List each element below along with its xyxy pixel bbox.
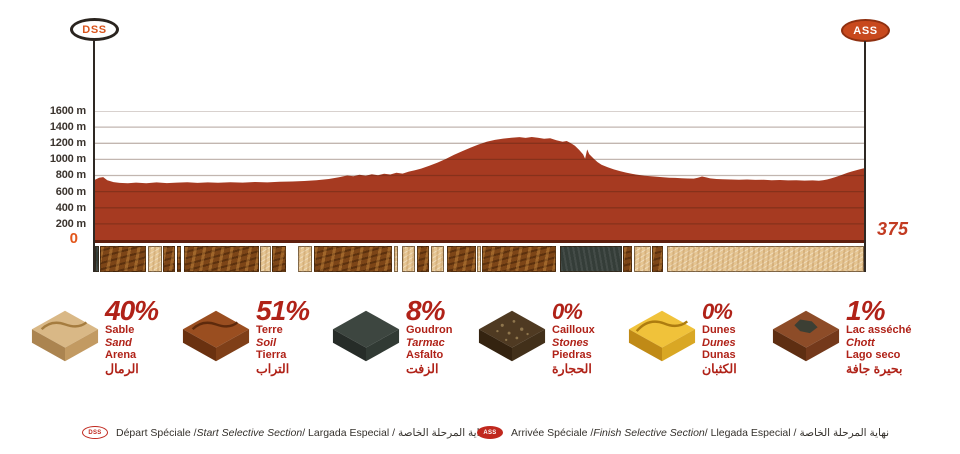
footer-start-key: DSS Départ Spéciale / Start Selective Se… [82,426,488,439]
terrain-segment-sand [666,246,864,272]
legend-name-en: Sand [105,336,132,349]
legend-item-dunes: 0% Dunes Dunes Dunas الكثبان [627,297,737,377]
legend-name-fr: Goudron [406,324,453,336]
soil-tile-icon [182,310,250,362]
legend-name-en: Soil [256,336,277,349]
terrain-segment-sand [393,246,399,272]
start-badge-label: DSS [82,23,107,36]
chott-tile-icon [772,310,840,362]
start-km-label: 0 [69,230,78,247]
y-tick-1200: 1200 m [49,137,86,149]
legend-name-en: Chott [846,336,875,349]
legend-name-es: Tierra [256,349,287,361]
footer-start-en: Start Selective Section [196,426,303,439]
terrain-segment-soil [183,246,259,272]
terrain-segment-soil [177,246,182,272]
terrain-segment-soil [272,246,286,272]
legend-item-soil: 51% Terre Soil Tierra التراب [181,295,310,377]
footer-finish-key: ASS Arrivée Spéciale / Finish Selective … [477,426,889,439]
legend-name-ar: الحجارة [552,361,592,376]
terrain-segment-soil [447,246,476,272]
terrain-segment-sand [633,246,651,272]
terrain-strip [95,246,864,272]
legend-name-es: Piedras [552,349,592,361]
footer-finish-ar: نهاية المرحلة الخاصة [799,426,890,439]
legend-item-tarmac: 8% Goudron Tarmac Asfalto الزفت [331,297,452,377]
dss-oval-icon: DSS [82,426,108,439]
legend-name-fr: Cailloux [552,324,595,336]
legend-item-stones: 0% Cailloux Stones Piedras الحجارة [477,297,595,377]
footer-finish-en: Finish Selective Section [593,426,705,439]
footer-start-fr: Départ Spéciale / [116,426,197,439]
terrain-segment-sand [260,246,271,272]
legend-name-ar: الكثبان [702,361,737,376]
legend-percent: 0% [702,299,733,324]
legend-percent: 40% [105,295,159,326]
footer-start-es: / Largada Especial / [302,426,395,439]
terrain-segment-sand [147,246,162,272]
end-km-label: 375 [877,219,909,239]
elevation-area [95,137,864,240]
legend-name-en: Dunes [702,336,736,349]
terrain-segment-soil [482,246,557,272]
legend-name-es: Asfalto [406,349,444,361]
start-axis-line [93,40,95,272]
elevation-chart [95,111,864,243]
y-tick-1400: 1400 m [49,121,86,133]
y-tick-600: 600 m [55,186,86,198]
legend-item-chott: 1% Lac asséché Chott Lago seco بحيرة جاف… [771,297,911,377]
legend-item-sand: 40% Sable Sand Arena الرمال [30,295,159,377]
elevation-profile-svg [95,111,864,240]
legend-percent: 1% [846,295,885,326]
legend-name-ar: بحيرة جافة [846,361,903,376]
legend-name-ar: الزفت [406,361,439,376]
legend-name-fr: Terre [256,324,283,336]
y-tick-1000: 1000 m [49,153,86,165]
sand-tile-icon [31,310,99,362]
finish-badge: ASS [841,19,890,42]
legend-percent: 51% [256,295,310,326]
terrain-segment-soil [163,246,175,272]
legend-name-es: Arena [105,349,137,361]
legend-name-es: Lago seco [846,349,901,361]
terrain-segment-soil [416,246,430,272]
legend-name-en: Tarmac [406,336,445,349]
legend-name-ar: الرمال [105,361,139,376]
terrain-segment-soil [100,246,147,272]
terrain-segment-sand [402,246,415,272]
terrain-segment-tarmac [560,246,622,272]
legend-name-fr: Sable [105,324,135,336]
y-tick-400: 400 m [55,202,86,214]
ass-oval-icon: ASS [477,426,503,439]
legend-name-ar: التراب [256,361,290,376]
terrain-segment-soil [652,246,664,272]
y-tick-1600: 1600 m [49,105,86,117]
tarmac-tile-icon [332,310,400,362]
legend-percent: 8% [406,295,445,326]
y-tick-200: 200 m [55,218,86,230]
stones-tile-icon [478,310,546,362]
terrain-segment-soil [623,246,633,272]
legend-name-es: Dunas [702,349,736,361]
finish-axis-line [864,41,866,272]
footer-start-ar: بداية المرحلة الخاصة [398,426,488,439]
footer-finish-es: / Llegada Especial / [704,426,797,439]
legend-name-en: Stones [552,336,589,349]
legend-name-fr: Dunes [702,324,736,336]
terrain-segment-sand [431,246,444,272]
legend-percent: 0% [552,299,583,324]
terrain-segment-sand [477,246,481,272]
start-badge: DSS [70,18,119,41]
finish-badge-label: ASS [853,24,878,37]
legend-name-fr: Lac asséché [846,324,912,336]
terrain-segment-soil [314,246,392,272]
dunes-tile-icon [628,310,696,362]
terrain-segment-tarmac [95,246,99,272]
terrain-segment-sand [298,246,313,272]
footer-finish-fr: Arrivée Spéciale / [511,426,594,439]
y-tick-800: 800 m [55,169,86,181]
